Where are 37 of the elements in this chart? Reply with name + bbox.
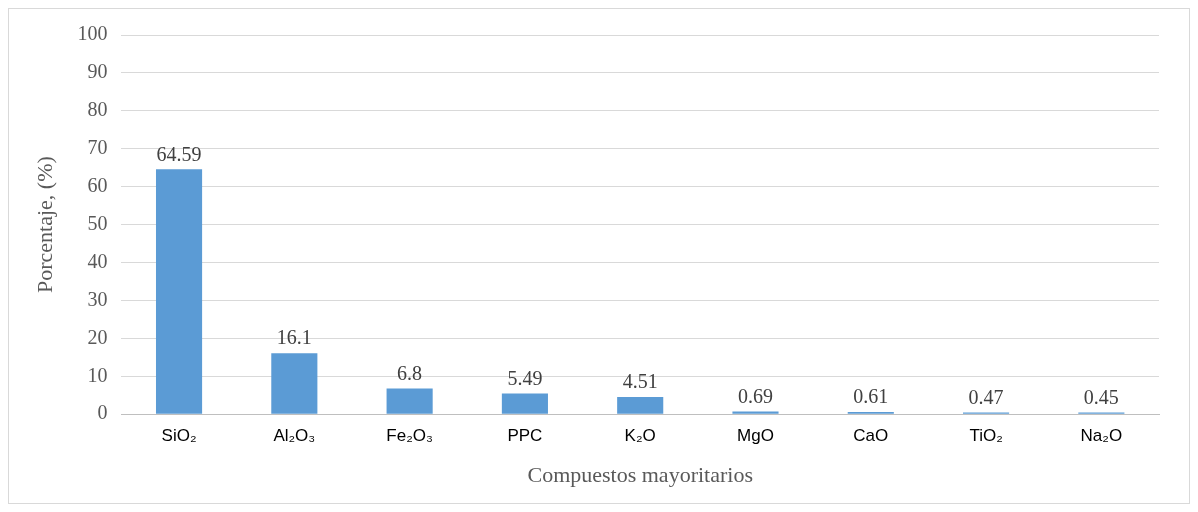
y-tick-label: 50: [87, 211, 108, 234]
bar: [271, 353, 318, 414]
data-label: 16.1: [276, 326, 312, 349]
bar: [155, 169, 203, 414]
y-tick-label: 10: [87, 363, 108, 386]
data-label: 0.45: [1083, 385, 1119, 408]
y-tick-label: 20: [87, 325, 108, 348]
y-tick-label: 40: [87, 249, 108, 272]
data-label: 0.47: [968, 385, 1004, 408]
y-tick-label: 30: [87, 287, 108, 310]
x-tick-label: Na₂O: [1080, 426, 1123, 446]
y-tick-label: 100: [77, 22, 108, 45]
x-axis-title: Compuestos mayoritarios: [527, 461, 753, 487]
x-tick-label: CaO: [853, 426, 889, 446]
x-tick-label: SiO₂: [161, 426, 197, 446]
data-label: 6.8: [397, 361, 423, 384]
x-tick-label: TiO₂: [969, 426, 1003, 446]
x-tick-label: MgO: [737, 426, 774, 446]
x-tick-label: K₂O: [624, 426, 656, 446]
y-tick-label: 70: [87, 136, 108, 159]
y-tick-label: 0: [97, 401, 108, 424]
y-tick-label: 90: [87, 60, 108, 83]
data-label: 0.61: [853, 385, 889, 408]
y-axis-title: Porcentaje, (%): [31, 156, 57, 294]
data-label: 5.49: [507, 366, 543, 389]
bar: [732, 411, 779, 414]
y-tick-label: 60: [87, 173, 108, 196]
data-label: 4.51: [622, 370, 658, 393]
y-tick-label: 80: [87, 98, 108, 121]
bar: [501, 393, 548, 414]
bar: [617, 397, 664, 414]
data-label: 0.69: [737, 384, 773, 407]
x-tick-label: Al₂O₃: [273, 426, 316, 446]
data-label: 64.59: [156, 142, 202, 165]
x-tick-label: PPC: [507, 426, 543, 446]
bar: [386, 388, 433, 414]
x-tick-label: Fe₂O₃: [386, 426, 433, 446]
